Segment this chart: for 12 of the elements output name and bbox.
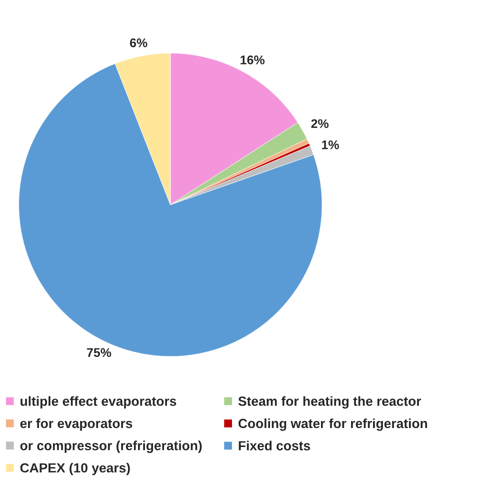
legend-label: Fixed costs	[238, 440, 310, 450]
data-label: 6%	[130, 38, 148, 48]
data-label: 2%	[311, 119, 329, 128]
legend-label: ultiple effect evaporators	[20, 396, 176, 409]
data-label: 16%	[240, 55, 265, 64]
legend-label: Cooling water for refrigeration	[238, 418, 428, 431]
legend-label: or compressor (refrigeration)	[20, 440, 202, 453]
data-label: 1%	[322, 140, 339, 150]
data-label: 75%	[87, 348, 112, 357]
legend-label: er for evaporators	[20, 418, 132, 431]
legend-label: CAPEX (10 years)	[20, 462, 130, 476]
legend-label: Steam for heating the reactor	[238, 396, 422, 409]
